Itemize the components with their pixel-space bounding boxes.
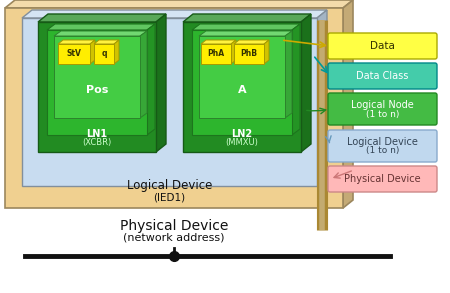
Text: (network address): (network address) — [123, 233, 225, 243]
Text: LN1: LN1 — [86, 129, 108, 139]
Bar — [199, 36, 285, 118]
Text: Logical Device: Logical Device — [347, 137, 418, 147]
Text: (IED1): (IED1) — [153, 192, 185, 202]
Text: Logical Node: Logical Node — [351, 100, 414, 110]
Bar — [183, 22, 301, 152]
Text: Pos: Pos — [86, 85, 108, 95]
Polygon shape — [47, 24, 155, 30]
Text: (MMXU): (MMXU) — [225, 139, 258, 147]
Text: LN2: LN2 — [231, 129, 252, 139]
Text: Data: Data — [370, 41, 395, 51]
Polygon shape — [264, 40, 269, 64]
Polygon shape — [183, 14, 311, 22]
Polygon shape — [90, 40, 95, 64]
Text: Logical Device: Logical Device — [127, 180, 212, 193]
FancyBboxPatch shape — [328, 93, 437, 125]
Polygon shape — [292, 24, 300, 135]
Bar — [94, 44, 114, 64]
Text: PhB: PhB — [240, 50, 257, 59]
Text: (1 to n): (1 to n) — [366, 110, 399, 118]
Text: StV: StV — [67, 50, 81, 59]
Polygon shape — [343, 0, 353, 208]
Polygon shape — [301, 14, 311, 152]
Polygon shape — [54, 31, 147, 36]
Bar — [47, 30, 147, 135]
FancyBboxPatch shape — [328, 166, 437, 192]
Text: Physical Device: Physical Device — [120, 219, 228, 233]
Bar — [54, 36, 140, 118]
Polygon shape — [199, 31, 292, 36]
Text: Data Class: Data Class — [356, 71, 409, 81]
Polygon shape — [147, 24, 155, 135]
Bar — [22, 18, 317, 186]
Text: (XCBR): (XCBR) — [82, 139, 112, 147]
Polygon shape — [140, 31, 147, 118]
Polygon shape — [201, 40, 236, 44]
FancyBboxPatch shape — [328, 130, 437, 162]
Polygon shape — [156, 14, 166, 152]
Polygon shape — [317, 10, 327, 186]
Bar — [234, 44, 264, 64]
Text: A: A — [238, 85, 246, 95]
Polygon shape — [94, 40, 119, 44]
Polygon shape — [285, 31, 292, 118]
Bar — [201, 44, 231, 64]
Polygon shape — [192, 24, 300, 30]
Bar — [38, 22, 156, 152]
Text: PhA: PhA — [207, 50, 225, 59]
FancyBboxPatch shape — [328, 63, 437, 89]
Bar — [192, 30, 292, 135]
Text: (1 to n): (1 to n) — [366, 146, 399, 156]
Polygon shape — [231, 40, 236, 64]
Text: Physical Device: Physical Device — [344, 174, 421, 184]
FancyBboxPatch shape — [328, 33, 437, 59]
Bar — [58, 44, 90, 64]
Polygon shape — [58, 40, 95, 44]
Polygon shape — [114, 40, 119, 64]
Polygon shape — [5, 0, 353, 8]
Bar — [5, 8, 343, 208]
Polygon shape — [22, 10, 327, 18]
Polygon shape — [38, 14, 166, 22]
Polygon shape — [234, 40, 269, 44]
Text: q: q — [101, 50, 107, 59]
